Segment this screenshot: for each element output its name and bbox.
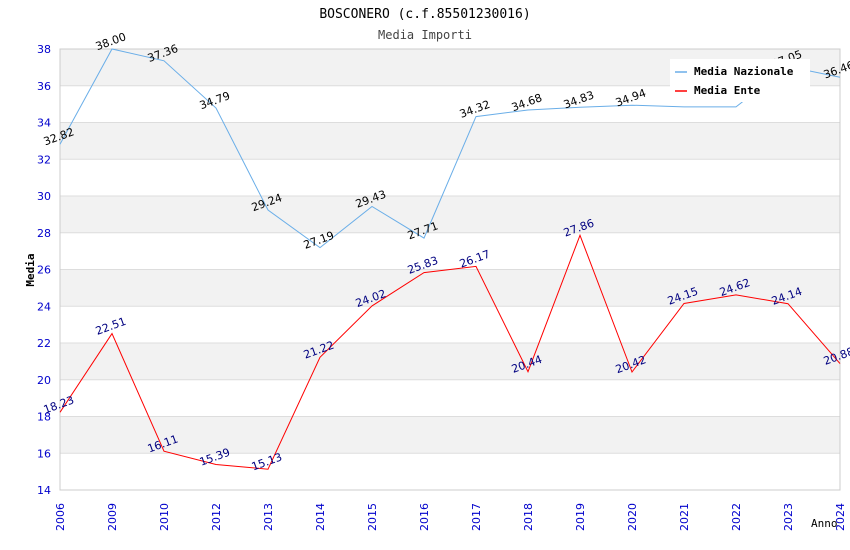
chart-title: BOSCONERO (c.f.85501230016): [319, 7, 530, 22]
data-label: 26.17: [458, 248, 492, 271]
legend: Media Nazionale Media Ente: [670, 59, 810, 102]
series-layer: [59, 48, 841, 470]
x-tick-label: 2019: [574, 503, 587, 531]
x-tick-label: 2009: [106, 503, 119, 531]
y-tick-label: 14: [37, 484, 51, 497]
data-label: 22.51: [94, 315, 128, 338]
x-tick-label: 2024: [834, 503, 847, 531]
data-label: 34.32: [458, 98, 492, 121]
x-tick-label: 2017: [470, 503, 483, 531]
x-tick-label: 2021: [678, 503, 691, 531]
legend-box: [670, 59, 810, 102]
data-label: 34.83: [562, 88, 596, 111]
y-tick-label: 30: [37, 190, 51, 203]
plot-band: [60, 269, 840, 307]
x-tick-label: 2006: [54, 503, 67, 531]
y-tick-label: 22: [37, 337, 51, 350]
y-tick-label: 24: [37, 300, 51, 313]
x-tick-label: 2018: [522, 503, 535, 531]
plot-frame: [59, 48, 841, 491]
x-tick-label: 2010: [158, 503, 171, 531]
y-tick-label: 36: [37, 80, 51, 93]
x-axis-ticks: 2006 2009 2010 2012 2013 2014 2015 2016 2017 2018…: [54, 503, 847, 531]
x-axis-label: Anno: [811, 517, 838, 530]
x-tick-label: 2016: [418, 503, 431, 531]
plot-band: [60, 196, 840, 233]
y-tick-label: 38: [37, 43, 51, 56]
x-tick-label: 2022: [730, 503, 743, 531]
x-tick-label: 2014: [314, 503, 327, 531]
data-label: 15.13: [250, 450, 284, 473]
data-label: 18.23: [42, 393, 76, 416]
legend-label-ente: Media Ente: [694, 84, 761, 97]
x-tick-label: 2012: [210, 503, 223, 531]
y-tick-label: 16: [37, 447, 51, 460]
plot-band: [60, 416, 840, 454]
y-tick-label: 26: [37, 264, 51, 277]
x-tick-label: 2013: [262, 503, 275, 531]
y-axis-ticks: 14 16 18 20 22 24 26 28 30 32 34 36 38: [37, 43, 51, 497]
plot-background-bands: [60, 49, 840, 454]
chart-subtitle: Media Importi: [378, 28, 472, 42]
x-tick-label: 2023: [782, 503, 795, 531]
y-tick-label: 20: [37, 374, 51, 387]
y-tick-label: 28: [37, 227, 51, 240]
data-label: 34.79: [198, 89, 232, 112]
y-tick-label: 34: [37, 117, 51, 130]
x-tick-label: 2015: [366, 503, 379, 531]
y-tick-label: 32: [37, 153, 51, 166]
data-label: 34.68: [510, 91, 544, 114]
series-line-ente: [59, 233, 841, 470]
y-tick-label: 18: [37, 411, 51, 424]
legend-label-nazionale: Media Nazionale: [694, 65, 794, 78]
series-line-nazionale: [59, 48, 841, 249]
y-axis-label: Media: [24, 253, 37, 286]
plot-band: [60, 343, 840, 380]
plot-band: [60, 122, 840, 160]
x-tick-label: 2020: [626, 503, 639, 531]
